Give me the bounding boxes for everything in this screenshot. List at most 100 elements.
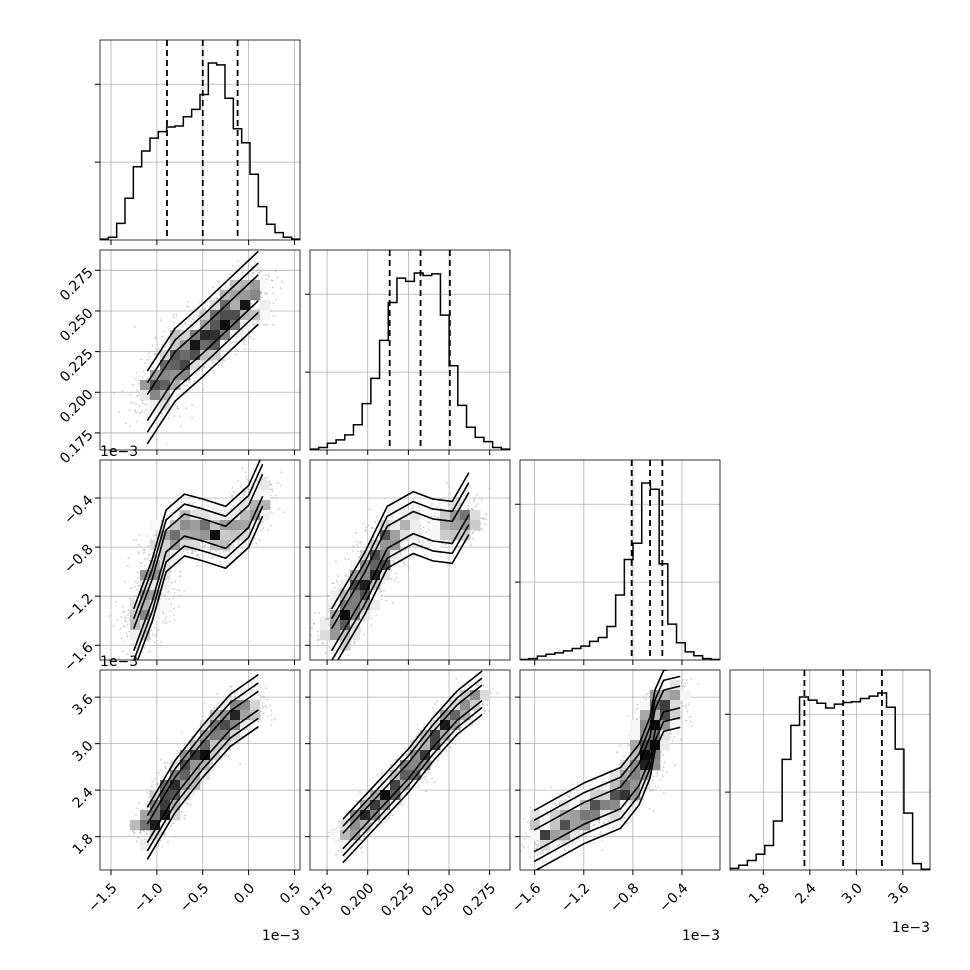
sample-point [242,339,245,341]
sample-point [133,402,136,404]
y-tick-label: 0.225 [57,346,97,386]
density-cell [140,380,151,391]
sample-point [173,415,176,417]
sample-point [193,315,196,318]
density-cell [230,320,241,331]
histogram-step [100,62,300,240]
density-cell [190,340,201,351]
sample-point [144,646,146,649]
sample-point [231,487,234,489]
y-tick-label: −0.8 [61,541,96,576]
sample-point [147,640,150,642]
sample-point [265,274,267,277]
sample-point [161,335,164,338]
sample-point [272,292,274,295]
sample-point [212,507,214,509]
sample-point [134,326,137,328]
sample-point [118,657,121,660]
density-cell [170,340,181,351]
sample-point [184,322,187,325]
sample-point [227,287,230,289]
sample-point [213,361,216,363]
sample-point [172,313,175,316]
sample-point [150,538,153,541]
sample-point [270,310,273,312]
sample-point [135,403,138,406]
panel-content [100,460,300,660]
sample-point [213,372,216,374]
sample-point [175,314,178,317]
sample-point [191,503,194,505]
sample-point [217,364,220,367]
sample-point [135,539,138,541]
sample-point [140,561,142,564]
density-cell [220,310,231,321]
sample-point [138,534,141,536]
sample-point [129,587,132,589]
sample-point [221,361,224,364]
sample-point [194,550,197,553]
density-cell [160,390,171,401]
sample-point [139,412,142,415]
sample-point [178,589,181,592]
sample-point [276,276,279,279]
density-cell [250,280,261,291]
density-cell [200,330,211,341]
panel-frame [99,249,301,451]
sample-point [202,555,204,558]
sample-point [147,544,150,547]
density-cell [180,330,191,341]
sample-point [219,552,221,555]
sample-point [155,438,157,441]
sample-point [255,542,258,545]
sample-point [173,619,176,621]
sample-point [153,641,156,644]
sample-point [265,323,268,326]
contour-line [146,300,259,421]
sample-point [268,275,270,278]
density-cell [150,410,161,421]
sample-point [211,361,214,364]
sample-point [212,286,215,289]
sample-point [265,278,268,281]
density-cell [210,300,221,311]
sample-point [266,476,269,479]
density-cell [240,310,251,321]
sample-point [201,369,204,372]
sample-point [260,291,262,293]
panel-3-0: 1.82.43.03.61e−3−1.5 −1.0 −0.5 0.0 0.51e−3 [70,654,305,944]
y-tick-label: −1.2 [61,591,96,626]
sample-point [124,620,127,623]
density-cell [160,360,171,371]
sample-point [146,403,149,406]
sample-point [125,653,128,655]
sample-point [146,358,149,361]
sample-point [263,323,266,326]
sample-point [243,348,246,351]
sample-point [163,594,166,597]
sample-point [182,384,185,387]
sample-point [257,268,260,271]
sample-point [246,478,248,481]
sample-point [263,476,266,479]
sample-point [159,644,162,647]
density-cell [170,380,181,391]
density-cell [240,290,251,301]
sample-point [129,393,132,396]
y-tick-label: −0.4 [61,492,96,527]
contour-line [146,262,259,383]
sample-point [143,549,146,552]
sample-point [201,361,204,364]
sample-point [272,314,275,317]
sample-point [225,564,228,567]
sample-point [247,479,250,482]
density-cell [170,370,181,381]
panel-0-0 [95,39,301,245]
y-offset-label: 1e−3 [100,444,138,460]
sample-point [199,301,201,304]
sample-point [242,271,244,274]
density-cell [170,330,181,341]
sample-point [223,359,226,362]
density-cell [150,380,161,391]
sample-point [165,443,168,446]
